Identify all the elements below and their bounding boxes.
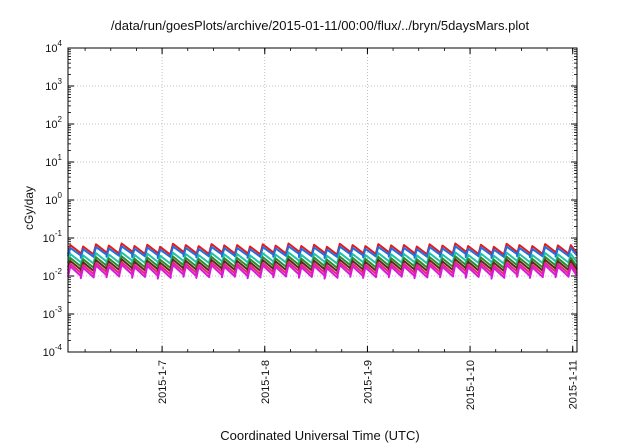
y-tick-label: 10-4 bbox=[43, 343, 63, 359]
y-tick-label: 102 bbox=[45, 115, 62, 131]
y-tick-label: 104 bbox=[45, 39, 62, 55]
x-axis-label: Coordinated Universal Time (UTC) bbox=[220, 428, 420, 443]
y-tick-label: 100 bbox=[45, 191, 62, 207]
x-tick-label: 2015-1-10 bbox=[465, 360, 477, 410]
x-tick-label: 2015-1-7 bbox=[157, 360, 169, 404]
y-tick-label: 101 bbox=[45, 153, 62, 169]
chart-title: /data/run/goesPlots/archive/2015-01-11/0… bbox=[110, 18, 530, 33]
y-tick-label: 10-2 bbox=[43, 267, 63, 283]
x-tick-label: 2015-1-8 bbox=[260, 360, 272, 404]
y-tick-label: 10-3 bbox=[43, 305, 63, 321]
series-line-2 bbox=[67, 251, 578, 266]
plot-frame bbox=[67, 47, 578, 353]
x-tick-label: 2015-1-9 bbox=[362, 360, 374, 404]
x-tick-label: 2015-1-11 bbox=[568, 360, 580, 409]
series-line-6 bbox=[67, 263, 578, 280]
series-line-1 bbox=[67, 245, 578, 259]
y-tick-label: 10-1 bbox=[43, 229, 63, 245]
y-tick-label: 103 bbox=[45, 77, 62, 93]
